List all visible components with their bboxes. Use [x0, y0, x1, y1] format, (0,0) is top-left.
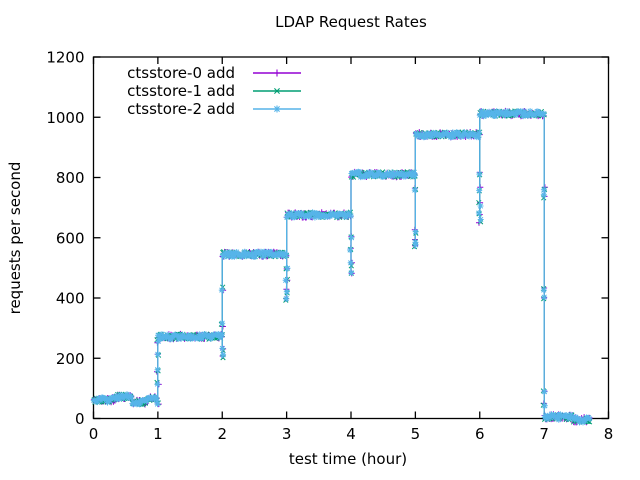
y-tick-label-1200: 1200 [46, 49, 84, 67]
series-line-ctsstore-0-add [93, 113, 591, 421]
x-tick-label-4: 4 [346, 425, 356, 443]
legend-sample-marker-0 [273, 69, 281, 77]
series-line-ctsstore-2-add [93, 113, 591, 421]
legend-label-ctsstore-0: ctsstore-0 add [127, 64, 235, 82]
x-axis-label: test time (hour) [289, 450, 407, 468]
y-tick-label-0: 0 [75, 410, 85, 428]
y-tick-label-800: 800 [56, 169, 85, 187]
x-tick-label-6: 6 [475, 425, 485, 443]
chart-title: LDAP Request Rates [275, 13, 427, 31]
y-axis-label: requests per second [6, 162, 24, 315]
y-tick-label-600: 600 [56, 229, 85, 247]
axes: 0 1 2 3 4 5 6 7 8 0 200 400 600 800 1000 1200 [46, 49, 613, 444]
series-line-ctsstore-1-add [93, 113, 591, 421]
data-series [90, 107, 593, 426]
x-tick-label-8: 8 [604, 425, 614, 443]
series-markers-ctsstore-2-add [90, 108, 593, 426]
x-tick-label-3: 3 [282, 425, 292, 443]
x-tick-label-7: 7 [539, 425, 549, 443]
legend-sample-marker-2 [273, 105, 281, 113]
y-tick-label-1000: 1000 [46, 109, 84, 127]
legend-label-ctsstore-1: ctsstore-1 add [127, 82, 235, 100]
x-tick-label-0: 0 [89, 425, 99, 443]
x-tick-label-1: 1 [153, 425, 163, 443]
legend-label-ctsstore-2: ctsstore-2 add [127, 100, 235, 118]
legend-sample-marker-1 [274, 88, 280, 94]
legend: ctsstore-0 add ctsstore-1 add ctsstore-2… [127, 64, 301, 118]
y-tick-label-200: 200 [56, 350, 85, 368]
series-markers-ctsstore-0-add [90, 107, 593, 426]
x-tick-label-2: 2 [217, 425, 227, 443]
legend-sample-lines [253, 69, 301, 113]
x-tick-label-5: 5 [411, 425, 421, 443]
y-tick-label-400: 400 [56, 290, 85, 308]
series-markers-ctsstore-1-add [91, 108, 593, 425]
